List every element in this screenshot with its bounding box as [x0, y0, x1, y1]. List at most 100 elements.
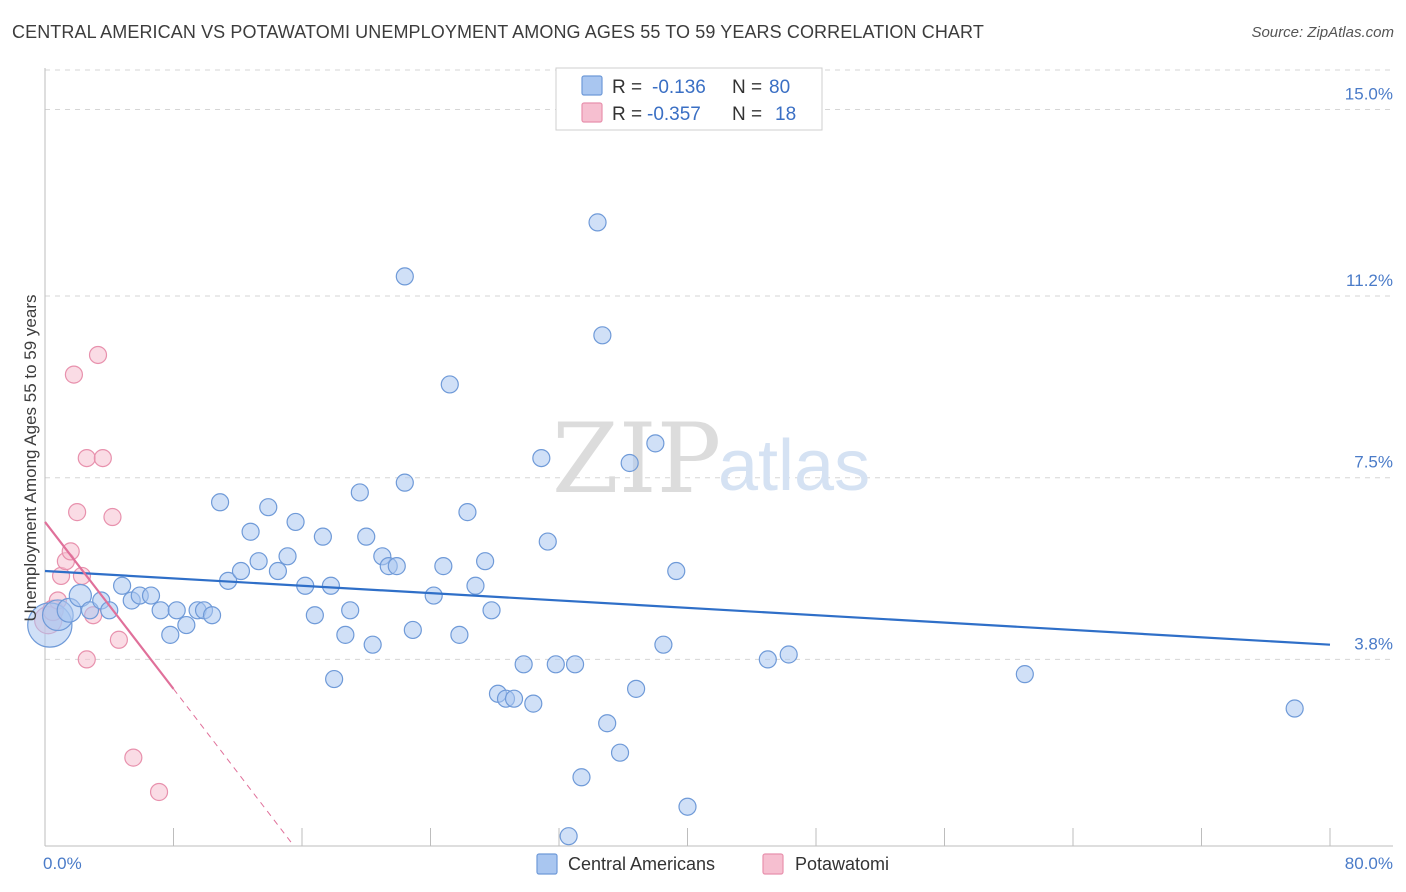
- central-americans-point: [151, 601, 170, 620]
- central-americans-point: [241, 522, 260, 541]
- central-americans-point: [231, 561, 251, 581]
- central-americans-point: [403, 620, 422, 640]
- central-americans-point: [779, 645, 798, 664]
- y-tick-labels: 3.8% 7.5% 11.2% 15.0%: [1345, 84, 1393, 653]
- chart-title: CENTRAL AMERICAN VS POTAWATOMI UNEMPLOYM…: [12, 22, 984, 42]
- potawatomi-point: [68, 503, 87, 522]
- legend-swatch-blue: [581, 75, 603, 96]
- central-americans-point: [249, 552, 268, 571]
- central-americans-point: [565, 655, 585, 674]
- central-americans-point: [395, 267, 414, 286]
- trend-lines: [44, 521, 1331, 847]
- central-americans-point: [504, 689, 524, 708]
- central-americans-point: [341, 601, 360, 620]
- central-americans-point: [610, 743, 630, 762]
- central-americans-point: [336, 625, 355, 644]
- y-tick-label: 15.0%: [1345, 84, 1393, 103]
- central-americans-point: [466, 576, 485, 595]
- central-americans-point: [387, 557, 406, 576]
- x-tick-label-max: 80.0%: [1345, 854, 1393, 873]
- series-legend-label-blue: Central Americans: [568, 854, 715, 874]
- central-americans-point: [395, 473, 414, 492]
- watermark-atlas: atlas: [718, 426, 870, 506]
- axes: [44, 68, 1393, 847]
- y-tick-label: 7.5%: [1354, 453, 1393, 472]
- central-americans-points: [27, 213, 1304, 846]
- potawatomi-point: [61, 542, 80, 561]
- potawatomi-trend-line: [44, 521, 175, 690]
- y-tick-label: 3.8%: [1354, 634, 1393, 653]
- legend-n-label-pink: N =: [732, 104, 762, 125]
- central-americans-point: [667, 561, 686, 581]
- potawatomi-point: [88, 345, 108, 365]
- potawatomi-point: [77, 650, 96, 669]
- central-americans-point: [620, 453, 639, 473]
- central-americans-point: [100, 601, 119, 620]
- central-americans-point: [626, 679, 646, 698]
- central-americans-point: [177, 615, 196, 635]
- legend-r-label-pink: R =: [612, 104, 642, 125]
- central-americans-point: [572, 768, 591, 787]
- potawatomi-trend-extension: [173, 688, 295, 847]
- legend-n-value-pink: 18: [775, 104, 796, 125]
- central-americans-point: [538, 532, 557, 551]
- central-americans-point: [325, 669, 344, 689]
- central-americans-point: [524, 694, 543, 713]
- series-legend-label-pink: Potawatomi: [795, 854, 889, 874]
- central-americans-point: [654, 635, 673, 654]
- central-americans-point: [141, 586, 161, 605]
- y-tick-label: 11.2%: [1346, 271, 1393, 290]
- series-legend-swatch-blue: [536, 853, 558, 875]
- central-americans-point: [68, 583, 92, 608]
- legend-n-value-blue: 80: [769, 77, 790, 98]
- central-americans-point: [202, 606, 222, 625]
- potawatomi-point: [149, 782, 169, 802]
- central-americans-point: [678, 797, 697, 816]
- central-americans-point: [210, 493, 230, 512]
- central-americans-point: [167, 601, 186, 620]
- central-americans-point: [482, 601, 501, 620]
- central-americans-point: [440, 375, 459, 394]
- central-americans-point: [286, 512, 305, 532]
- central-americans-point: [588, 213, 607, 232]
- central-americans-point: [357, 527, 376, 546]
- central-americans-point: [546, 655, 565, 674]
- central-americans-point: [424, 586, 443, 605]
- legend-r-value-blue: -0.136: [652, 77, 706, 98]
- correlation-legend: R = -0.136 N = 80 R = -0.357 N = 18: [555, 67, 823, 131]
- central-americans-point: [1285, 699, 1304, 718]
- central-americans-point: [363, 635, 382, 654]
- central-americans-point: [1015, 665, 1034, 684]
- legend-n-label-blue: N =: [732, 77, 762, 98]
- legend-r-value-pink: -0.357: [647, 104, 701, 125]
- central-americans-point: [313, 527, 332, 546]
- central-americans-point: [434, 557, 453, 576]
- central-americans-point: [259, 498, 278, 517]
- potawatomi-point: [103, 507, 122, 527]
- potawatomi-point: [93, 448, 112, 468]
- central-americans-point: [278, 547, 297, 566]
- central-americans-trend-line: [44, 569, 1331, 646]
- central-americans-point: [758, 650, 777, 669]
- central-americans-point: [514, 655, 533, 674]
- central-americans-point: [593, 326, 612, 345]
- central-americans-point: [559, 827, 578, 846]
- source-label: Source: ZipAtlas.com: [1251, 24, 1394, 41]
- central-americans-point: [476, 552, 495, 571]
- potawatomi-point: [64, 365, 84, 384]
- legend-r-label-blue: R =: [612, 77, 642, 98]
- central-americans-point: [450, 625, 469, 644]
- series-legend-swatch-pink: [762, 853, 784, 875]
- central-americans-point: [305, 606, 324, 625]
- x-tick-label-min: 0.0%: [43, 854, 82, 873]
- central-americans-point: [598, 714, 617, 733]
- central-americans-point: [161, 625, 180, 644]
- central-americans-point: [532, 448, 551, 468]
- central-americans-point: [458, 503, 477, 522]
- legend-swatch-pink: [581, 102, 603, 123]
- y-axis-label: Unemployment Among Ages 55 to 59 years: [21, 295, 40, 622]
- potawatomi-point: [109, 630, 128, 649]
- potawatomi-point: [77, 448, 96, 468]
- central-americans-point: [268, 561, 288, 581]
